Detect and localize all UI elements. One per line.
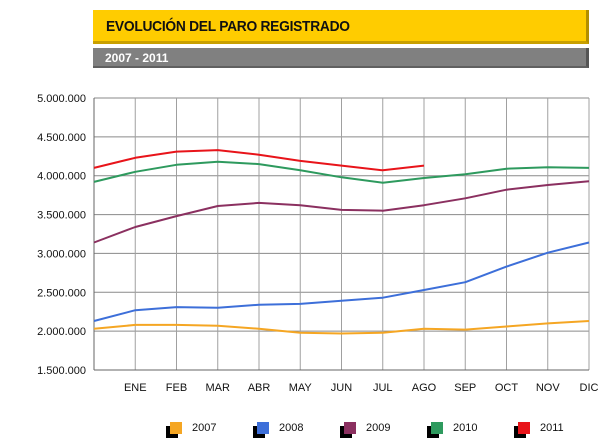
y-tick-label: 2.000.000 (37, 326, 86, 338)
legend-label: 2011 (540, 422, 564, 434)
y-tick-label: 3.500.000 (37, 210, 86, 222)
y-tick-label: 4.000.000 (37, 171, 86, 183)
legend-label: 2007 (192, 422, 217, 434)
legend-swatch (431, 422, 443, 434)
series-line-2008 (93, 241, 590, 322)
legend-swatch (257, 422, 269, 434)
legend-swatch (344, 422, 356, 434)
y-tick-label: 1.500.000 (37, 365, 86, 377)
y-tick-label: 5.000.000 (37, 93, 86, 105)
legend: 2007 2008 2009 2010 2011 (170, 422, 605, 434)
chart-subtitle: 2007 - 2011 (105, 51, 169, 65)
x-tick-label: FEB (166, 382, 187, 394)
legend-label: 2009 (366, 422, 391, 434)
x-tick-label: NOV (536, 382, 561, 394)
y-tick-label: 2.500.000 (37, 287, 86, 299)
legend-item-2011: 2011 (518, 422, 605, 434)
series-line-2010 (93, 160, 590, 184)
title-banner: EVOLUCIÓN DEL PARO REGISTRADO (93, 10, 589, 44)
chart-title: EVOLUCIÓN DEL PARO REGISTRADO (106, 18, 350, 35)
y-tick-label: 3.000.000 (37, 248, 86, 260)
legend-swatch (170, 422, 182, 434)
x-tick-label: ENE (124, 382, 147, 394)
legend-item-2008: 2008 (257, 422, 344, 434)
x-tick-label: JUN (331, 382, 352, 394)
legend-item-2010: 2010 (431, 422, 518, 434)
subtitle-banner: 2007 - 2011 (93, 48, 589, 68)
x-tick-label: AGO (412, 382, 437, 394)
x-tick-label: JUL (373, 382, 393, 394)
y-tick-label: 4.500.000 (37, 132, 86, 144)
x-tick-label: MAY (289, 382, 313, 394)
x-tick-label: OCT (495, 382, 519, 394)
legend-item-2007: 2007 (170, 422, 257, 434)
legend-item-2009: 2009 (344, 422, 431, 434)
series-line-2007 (93, 320, 590, 335)
legend-swatch (518, 422, 530, 434)
legend-label: 2010 (453, 422, 478, 434)
x-tick-label: DIC (580, 382, 599, 394)
x-tick-label: SEP (454, 382, 476, 394)
series-line-2011 (93, 149, 425, 172)
x-tick-label: MAR (206, 382, 231, 394)
x-tick-label: ABR (248, 382, 271, 394)
legend-label: 2008 (279, 422, 304, 434)
series-line-2009 (93, 180, 590, 244)
